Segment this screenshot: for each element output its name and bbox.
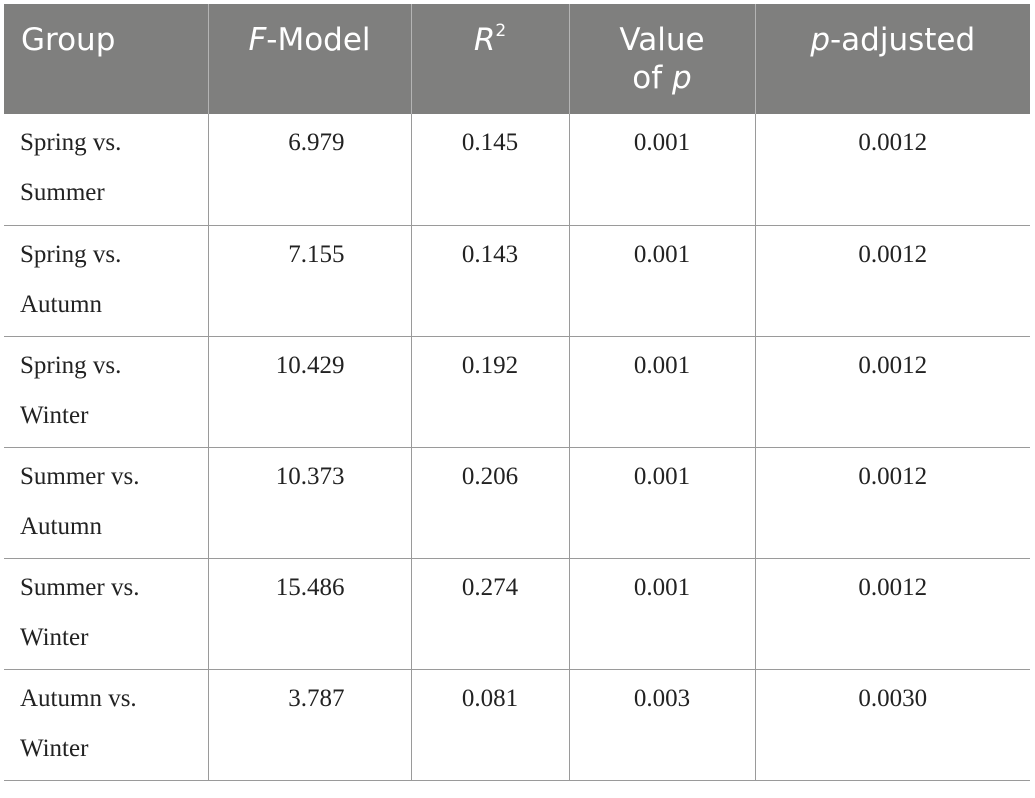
header-group: Group bbox=[4, 4, 208, 114]
header-r-squared: R2 bbox=[410, 4, 569, 114]
table-row: Spring vs. Summer 6.979 0.145 0.001 0.0012 bbox=[4, 114, 1030, 226]
cell-f-model: 6.979 bbox=[207, 114, 412, 226]
cell-f-model: 3.787 bbox=[207, 669, 412, 781]
header-value-line1: Value bbox=[619, 22, 705, 58]
group-line2: Winter bbox=[20, 734, 89, 762]
table-row: Autumn vs. Winter 3.787 0.081 0.003 0.0030 bbox=[4, 669, 1030, 781]
group-line1: Spring vs. bbox=[20, 351, 122, 379]
header-r-superscript: 2 bbox=[495, 21, 507, 41]
cell-group: Spring vs. Autumn bbox=[4, 225, 209, 337]
group-line2: Summer bbox=[20, 179, 105, 206]
group-line2: Autumn bbox=[20, 512, 102, 540]
cell-group: Spring vs. Summer bbox=[4, 114, 209, 226]
cell-value-of-p: 0.001 bbox=[568, 447, 756, 559]
header-group-label: Group bbox=[21, 22, 116, 58]
header-value-of-p: Value of p bbox=[568, 4, 755, 114]
cell-p-adjusted: 0.0012 bbox=[754, 336, 1030, 448]
group-line1: Summer vs. bbox=[20, 573, 140, 601]
cell-r-squared: 0.081 bbox=[410, 669, 570, 781]
table-header: Group F-Model R2 Value of p p-adjusted bbox=[4, 4, 1030, 114]
cell-p-adjusted: 0.0012 bbox=[754, 225, 1030, 337]
group-line2: Winter bbox=[20, 401, 89, 429]
cell-group: Summer vs. Winter bbox=[4, 558, 209, 670]
header-value-p: p bbox=[672, 60, 692, 96]
header-f-model-italic: F bbox=[248, 22, 267, 58]
cell-value-of-p: 0.001 bbox=[568, 225, 756, 337]
header-p-adjusted: p-adjusted bbox=[754, 4, 1030, 114]
cell-r-squared: 0.145 bbox=[410, 114, 570, 226]
cell-r-squared: 0.143 bbox=[410, 225, 570, 337]
header-f-model-rest: -Model bbox=[266, 22, 371, 58]
group-line1: Spring vs. bbox=[20, 240, 122, 268]
cell-f-model: 7.155 bbox=[207, 225, 412, 337]
group-line1: Summer vs. bbox=[20, 462, 140, 490]
cell-value-of-p: 0.001 bbox=[568, 114, 756, 226]
table-body: Spring vs. Summer 6.979 0.145 0.001 0.0012 Spr… bbox=[4, 114, 1030, 781]
cell-r-squared: 0.206 bbox=[410, 447, 570, 559]
header-p-adjusted-italic: p bbox=[810, 22, 830, 58]
header-f-model: F-Model bbox=[207, 4, 411, 114]
header-row: Group F-Model R2 Value of p p-adjusted bbox=[4, 4, 1030, 114]
cell-group: Autumn vs. Winter bbox=[4, 669, 209, 781]
cell-group: Summer vs. Autumn bbox=[4, 447, 209, 559]
cell-value-of-p: 0.003 bbox=[568, 669, 756, 781]
cell-f-model: 10.429 bbox=[207, 336, 412, 448]
cell-r-squared: 0.274 bbox=[410, 558, 570, 670]
header-p-adjusted-rest: -adjusted bbox=[830, 22, 976, 58]
cell-p-adjusted: 0.0012 bbox=[754, 447, 1030, 559]
cell-p-adjusted: 0.0030 bbox=[754, 669, 1030, 781]
group-line1: Autumn vs. bbox=[20, 684, 137, 712]
cell-p-adjusted: 0.0012 bbox=[754, 558, 1030, 670]
group-line2: Winter bbox=[20, 623, 89, 651]
cell-value-of-p: 0.001 bbox=[568, 336, 756, 448]
header-value-of-prefix: of bbox=[632, 60, 673, 96]
table-row: Spring vs. Winter 10.429 0.192 0.001 0.0012 bbox=[4, 336, 1030, 448]
group-line2: Autumn bbox=[20, 290, 102, 318]
table-row: Spring vs. Autumn 7.155 0.143 0.001 0.0012 bbox=[4, 225, 1030, 337]
cell-group: Spring vs. Winter bbox=[4, 336, 209, 448]
header-r-letter: R bbox=[473, 22, 496, 58]
cell-value-of-p: 0.001 bbox=[568, 558, 756, 670]
header-value-line2: of p bbox=[580, 59, 745, 97]
cell-r-squared: 0.192 bbox=[410, 336, 570, 448]
cell-f-model: 10.373 bbox=[207, 447, 412, 559]
cell-f-model: 15.486 bbox=[207, 558, 412, 670]
table-row: Summer vs. Autumn 10.373 0.206 0.001 0.0012 bbox=[4, 447, 1030, 559]
statistics-table: Group F-Model R2 Value of p p-adjusted Sp… bbox=[4, 4, 1030, 781]
group-line1: Spring vs. bbox=[20, 129, 122, 156]
table-row: Summer vs. Winter 15.486 0.274 0.001 0.0012 bbox=[4, 558, 1030, 670]
cell-p-adjusted: 0.0012 bbox=[754, 114, 1030, 226]
